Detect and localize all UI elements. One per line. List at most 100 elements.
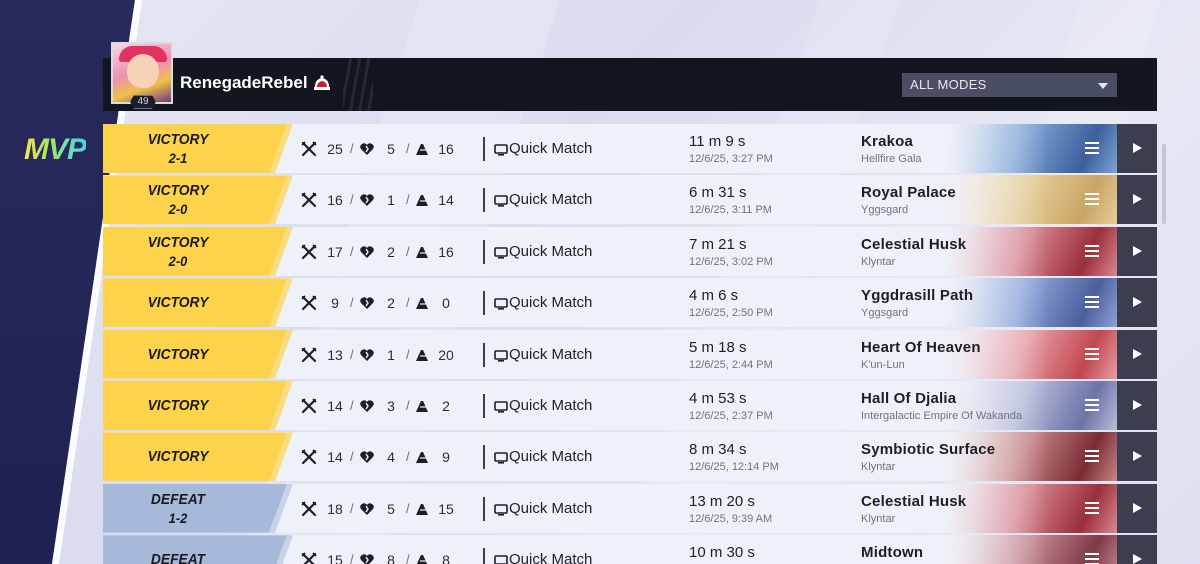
- menu-icon[interactable]: [1085, 501, 1099, 514]
- map-region: Hellfire Gala: [861, 153, 922, 165]
- game-mode: Quick Match: [509, 294, 593, 312]
- mode-filter-value: ALL MODES: [910, 77, 987, 92]
- menu-icon[interactable]: [1085, 296, 1099, 309]
- deaths-icon: [359, 141, 375, 157]
- match-row[interactable]: VICTORY 14 / 3 / 2 Quick Match 4 m 53 s …: [103, 381, 1157, 430]
- match-score: 2-0: [168, 252, 188, 269]
- assists-count: 16: [438, 243, 454, 260]
- play-icon: [1133, 245, 1142, 256]
- kills-count: 9: [331, 295, 339, 312]
- assists-count: 20: [438, 346, 454, 363]
- match-date: 12/6/25, 2:50 PM: [689, 307, 773, 320]
- kills-icon: [301, 501, 317, 517]
- monitor-icon: [494, 194, 508, 207]
- menu-icon[interactable]: [1085, 244, 1099, 257]
- scrollbar-thumb[interactable]: [1162, 144, 1166, 224]
- kills-count: 16: [327, 192, 343, 209]
- match-date: 12/6/25, 12:14 PM: [689, 461, 779, 474]
- deaths-icon: [359, 552, 375, 564]
- menu-icon[interactable]: [1085, 399, 1099, 411]
- play-icon: [1133, 502, 1142, 513]
- avatar[interactable]: [111, 42, 173, 104]
- kills-count: 13: [327, 346, 343, 363]
- map-region: Klyntar: [861, 461, 896, 474]
- match-result: DEFEAT: [150, 551, 206, 564]
- map-region: Klyntar: [861, 255, 896, 268]
- match-result: DEFEAT: [150, 490, 206, 508]
- match-date: 12/6/25, 3:11 PM: [689, 204, 772, 217]
- replay-button[interactable]: [1117, 381, 1157, 430]
- scrollbar[interactable]: [1162, 124, 1166, 564]
- player-level-badge: 49: [130, 95, 156, 109]
- map-region: Intergalactic Empire Of Wakanda: [861, 410, 1022, 422]
- menu-icon[interactable]: [1085, 142, 1099, 154]
- match-date: 12/6/25, 2:44 PM: [689, 358, 773, 371]
- assists-icon: [414, 449, 430, 465]
- match-row[interactable]: DEFEAT 15 / 8 / 8 Quick Match 10 m 30 s …: [103, 535, 1157, 564]
- replay-button[interactable]: [1117, 278, 1157, 328]
- assists-icon: [414, 501, 430, 517]
- mode-filter-dropdown[interactable]: ALL MODES: [902, 73, 1117, 97]
- assists-count: 14: [438, 192, 454, 209]
- match-score: 1-2: [168, 509, 188, 526]
- match-result: VICTORY: [147, 448, 209, 466]
- menu-icon[interactable]: [1085, 450, 1099, 463]
- game-mode: Quick Match: [509, 397, 593, 414]
- menu-icon[interactable]: [1085, 347, 1099, 360]
- player-name: RenegadeRebel: [180, 73, 308, 92]
- result-panel: VICTORY: [103, 278, 287, 328]
- deaths-count: 2: [387, 295, 395, 312]
- game-mode: Quick Match: [509, 448, 593, 466]
- result-panel: VICTORY 2-0: [103, 226, 287, 276]
- map-name: Celestial Husk: [861, 235, 967, 253]
- replay-button[interactable]: [1117, 432, 1157, 482]
- replay-button[interactable]: [1117, 329, 1157, 379]
- match-duration: 10 m 30 s: [689, 544, 755, 562]
- monitor-icon: [494, 143, 508, 156]
- result-panel: VICTORY: [103, 329, 287, 379]
- match-duration: 6 m 31 s: [689, 184, 747, 202]
- play-icon: [1133, 400, 1142, 410]
- match-result: VICTORY: [147, 131, 209, 148]
- match-duration: 11 m 9 s: [689, 133, 746, 150]
- game-mode: Quick Match: [509, 191, 593, 209]
- result-panel: DEFEAT 1-2: [103, 483, 287, 533]
- kills-icon: [301, 295, 317, 311]
- match-row[interactable]: VICTORY 9 / 2 / 0 Quick Match 4 m 6 s 12…: [103, 278, 1157, 328]
- map-name: Yggdrasill Path: [861, 287, 974, 305]
- play-icon: [1133, 143, 1142, 153]
- match-duration: 8 m 34 s: [689, 441, 747, 459]
- match-row[interactable]: DEFEAT 1-2 18 / 5 / 15 Quick Match 13 m …: [103, 483, 1157, 533]
- game-mode: Quick Match: [509, 242, 593, 260]
- game-mode: Quick Match: [509, 345, 593, 363]
- match-duration: 7 m 21 s: [689, 235, 747, 253]
- map-region: K'un-Lun: [861, 358, 905, 371]
- match-row[interactable]: VICTORY 13 / 1 / 20 Quick Match 5 m 18 s…: [103, 329, 1157, 379]
- kills-icon: [301, 347, 317, 363]
- assists-icon: [414, 244, 430, 260]
- replay-button[interactable]: [1117, 483, 1157, 533]
- deaths-count: 1: [387, 192, 395, 209]
- match-row[interactable]: VICTORY 2-1 25 / 5 / 16 Quick Match 11 m…: [103, 124, 1157, 173]
- match-row[interactable]: VICTORY 2-0 16 / 1 / 14 Quick Match 6 m …: [103, 175, 1157, 225]
- match-result: VICTORY: [147, 397, 209, 414]
- match-date: 12/6/25, 9:39 AM: [689, 512, 773, 525]
- match-duration: 4 m 53 s: [689, 390, 747, 407]
- replay-button[interactable]: [1117, 226, 1157, 276]
- replay-button[interactable]: [1117, 535, 1157, 564]
- deaths-count: 3: [387, 398, 395, 414]
- monitor-icon: [494, 246, 508, 259]
- replay-button[interactable]: [1117, 175, 1157, 225]
- map-name: Heart Of Heaven: [861, 338, 981, 356]
- assists-icon: [414, 192, 430, 208]
- play-icon: [1133, 297, 1142, 308]
- menu-icon[interactable]: [1085, 193, 1099, 206]
- match-row[interactable]: VICTORY 2-0 17 / 2 / 16 Quick Match 7 m …: [103, 226, 1157, 276]
- menu-icon[interactable]: [1085, 553, 1099, 564]
- map-region: Yggsgard: [861, 307, 909, 320]
- map-name: Krakoa: [861, 133, 914, 150]
- play-icon: [1133, 451, 1142, 462]
- replay-button[interactable]: [1117, 124, 1157, 173]
- match-row[interactable]: VICTORY 14 / 4 / 9 Quick Match 8 m 34 s …: [103, 432, 1157, 482]
- map-name: Celestial Husk: [861, 492, 967, 510]
